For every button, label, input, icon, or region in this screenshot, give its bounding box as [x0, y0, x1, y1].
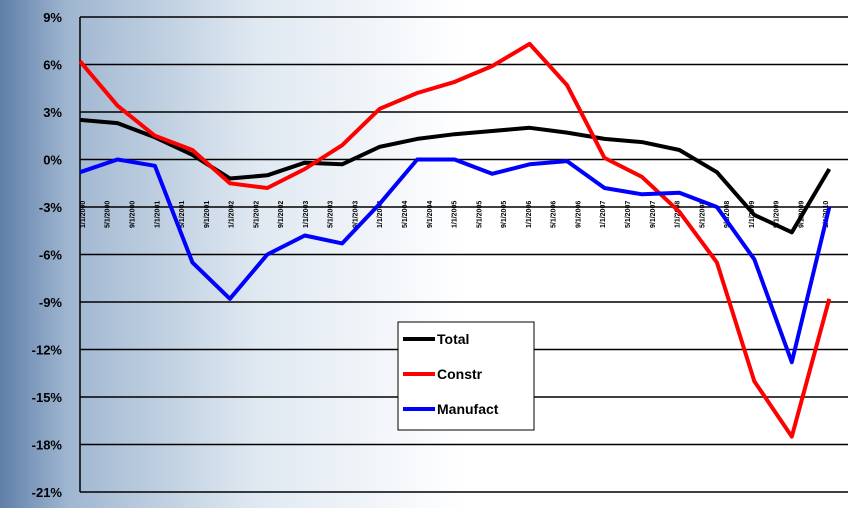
y-tick-label: -15% — [32, 390, 63, 405]
y-tick-label: 0% — [43, 153, 62, 168]
x-tick-label: 1/1/2000 — [80, 201, 87, 228]
x-tick-label: 9/1/2007 — [650, 201, 657, 228]
x-tick-label: 5/1/2007 — [625, 201, 632, 228]
legend-label-manufact: Manufact — [437, 401, 499, 417]
x-tick-label: 5/1/2002 — [253, 201, 260, 228]
x-tick-label: 9/1/2003 — [352, 201, 359, 228]
legend-label-total: Total — [437, 331, 469, 347]
x-tick-label: 1/1/2005 — [452, 201, 459, 228]
y-axis-tick-labels: 9% 6% 3% 0% -3% -6% -9% -12% -15% -18% -21% — [32, 10, 63, 500]
x-tick-label: 5/1/2006 — [551, 201, 558, 228]
series-line-constr — [78, 41, 832, 439]
x-tick-label: 1/1/2004 — [377, 201, 384, 228]
series-line-manufact — [79, 157, 832, 365]
x-tick-label: 1/1/2002 — [229, 201, 236, 228]
x-tick-label: 5/1/2009 — [774, 201, 781, 228]
y-tick-label: -12% — [32, 343, 63, 358]
series-lines — [78, 41, 832, 439]
y-tick-label: -21% — [32, 485, 63, 500]
x-tick-label: 5/1/2003 — [328, 201, 335, 228]
x-tick-label: 9/1/2001 — [204, 201, 211, 228]
x-tick-label: 9/1/2008 — [724, 201, 731, 228]
x-tick-label: 1/1/2007 — [600, 201, 607, 228]
y-tick-label: -18% — [32, 438, 63, 453]
x-tick-label: 1/1/2008 — [675, 201, 682, 228]
y-tick-label: -6% — [39, 248, 63, 263]
x-tick-label: 1/1/2006 — [526, 201, 533, 228]
x-tick-label: 5/1/2001 — [179, 201, 186, 228]
y-tick-label: -3% — [39, 200, 63, 215]
x-tick-label: 9/1/2005 — [501, 201, 508, 228]
legend-label-constr: Constr — [437, 366, 483, 382]
x-tick-label: 9/1/2006 — [575, 201, 582, 228]
x-tick-label: 9/1/2002 — [278, 201, 285, 228]
x-tick-label: 5/1/2000 — [105, 201, 112, 228]
x-axis-tick-labels: 1/1/2000 5/1/2000 9/1/2000 1/1/2001 5/1/2001… — [80, 201, 830, 228]
y-tick-label: -9% — [39, 295, 63, 310]
x-tick-label: 5/1/2004 — [402, 201, 409, 228]
legend: Total Constr Manufact — [397, 321, 535, 431]
y-tick-label: 3% — [43, 105, 62, 120]
x-tick-label: 1/1/2003 — [303, 201, 310, 228]
x-tick-label: 5/1/2005 — [476, 201, 483, 228]
x-tick-label: 9/1/2004 — [427, 201, 434, 228]
y-tick-label: 9% — [43, 10, 62, 25]
y-tick-label: 6% — [43, 58, 62, 73]
x-tick-label: 9/1/2000 — [130, 201, 137, 228]
x-tick-label: 1/1/2001 — [154, 201, 161, 228]
x-tick-label: 5/1/2008 — [699, 201, 706, 228]
